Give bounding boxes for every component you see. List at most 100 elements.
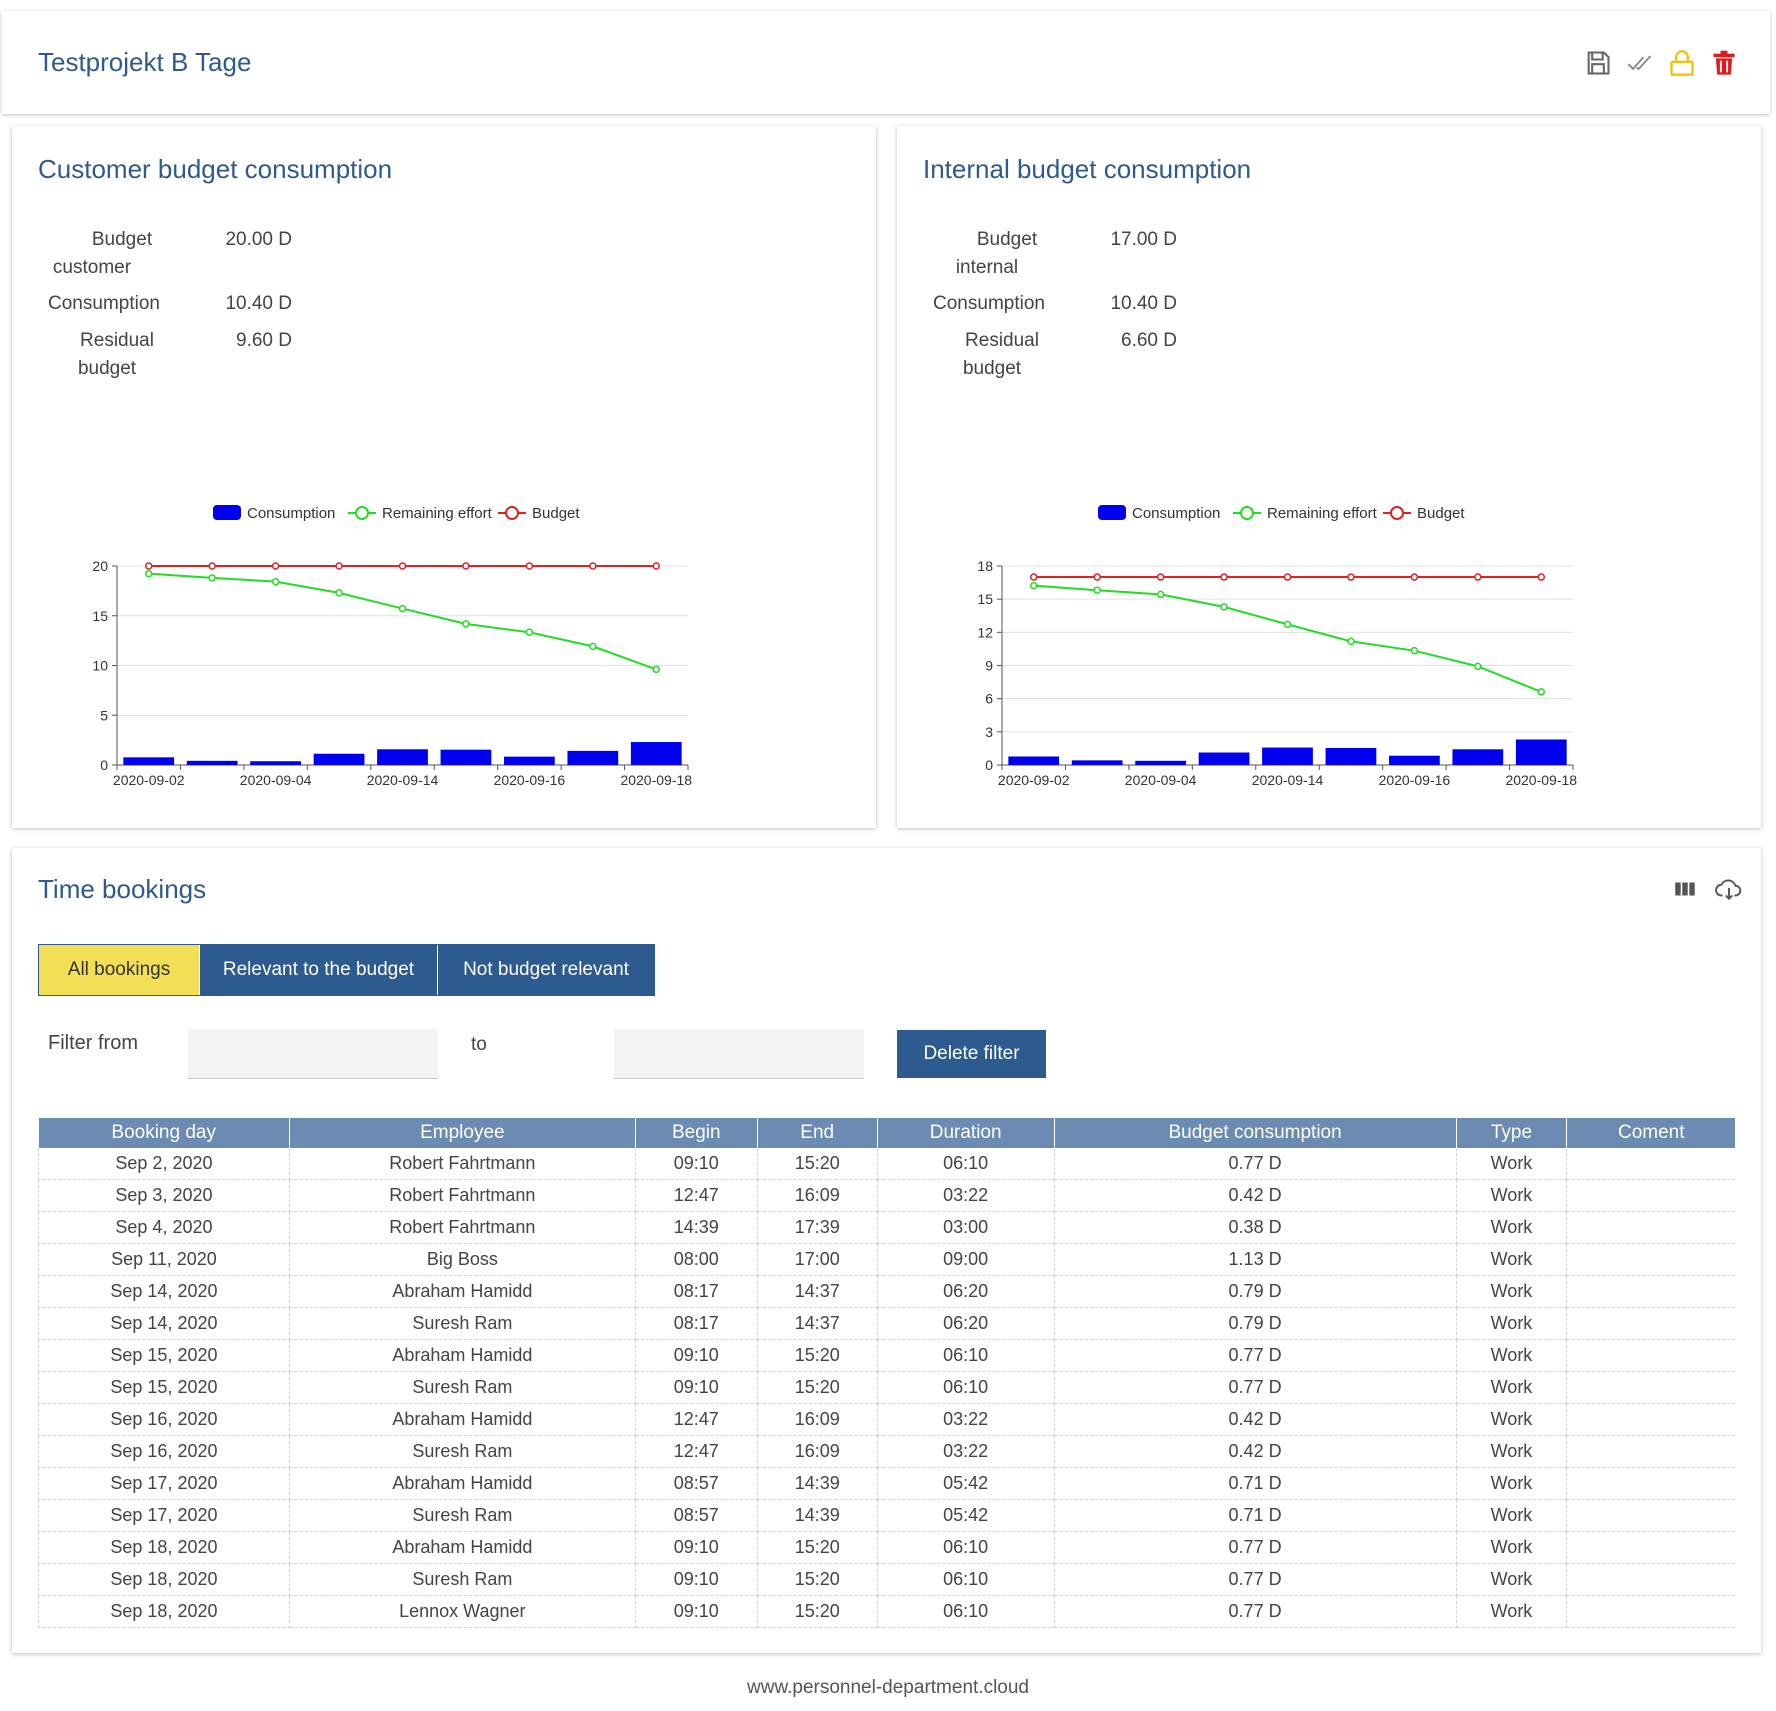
table-row[interactable]: Sep 18, 2020 Suresh Ram 09:10 15:20 06:10 0.7… (38, 1563, 1735, 1596)
cell-booking-day: Sep 18, 2020 (38, 1595, 290, 1628)
cell-budget-consumption: 0.38 D (1054, 1211, 1457, 1244)
tab-all-bookings[interactable]: All bookings (39, 945, 200, 995)
table-row[interactable]: Sep 16, 2020 Abraham Hamidd 12:47 16:09 03:2… (38, 1403, 1735, 1436)
column-header-comment[interactable]: Coment (1566, 1118, 1735, 1148)
cell-duration: 06:10 (877, 1371, 1055, 1404)
cell-employee: Big Boss (289, 1243, 636, 1276)
table-row[interactable]: Sep 18, 2020 Lennox Wagner 09:10 15:20 06:10… (38, 1595, 1735, 1628)
chart-legend: Consumption Remaining effort Budget (1098, 505, 1465, 522)
table-row[interactable]: Sep 2, 2020 Robert Fahrtmann 09:10 15:20 06:… (38, 1148, 1735, 1180)
cell-duration: 03:22 (877, 1179, 1055, 1212)
cell-employee: Abraham Hamidd (289, 1339, 636, 1372)
lock-icon[interactable] (1668, 49, 1696, 77)
table-row[interactable]: Sep 17, 2020 Abraham Hamidd 08:57 14:39 05:4… (38, 1467, 1735, 1500)
filter-from-label: Filter from (48, 1032, 138, 1054)
column-header-end[interactable]: End (757, 1118, 878, 1148)
cell-duration: 06:10 (877, 1595, 1055, 1628)
cell-end: 16:09 (757, 1403, 878, 1436)
x-tick-label: 2020-09-02 (998, 772, 1070, 788)
series-point-1 (525, 628, 534, 637)
legend-label-0: Consumption (247, 505, 335, 522)
table-row[interactable]: Sep 3, 2020 Robert Fahrtmann 12:47 16:09 03:… (38, 1179, 1735, 1212)
internal-budget-card: Internal budget consumption Budget inter… (897, 126, 1761, 828)
bar-consumption (250, 761, 301, 765)
column-header-employee[interactable]: Employee (289, 1118, 636, 1148)
cell-booking-day: Sep 16, 2020 (38, 1403, 290, 1436)
customer-budget-card: Customer budget consumption Budget custo… (12, 126, 876, 828)
table-row[interactable]: Sep 14, 2020 Suresh Ram 08:17 14:37 06:20 0.7… (38, 1307, 1735, 1340)
cell-employee: Abraham Hamidd (289, 1275, 636, 1308)
double-check-icon[interactable] (1626, 49, 1654, 77)
y-tick-label: 10 (92, 658, 108, 674)
cloud-download-icon[interactable] (1715, 876, 1742, 902)
cell-type: Work (1456, 1371, 1568, 1404)
table-row[interactable]: Sep 4, 2020 Robert Fahrtmann 14:39 17:39 03:… (38, 1211, 1735, 1244)
cell-begin: 08:57 (635, 1467, 758, 1500)
series-point-1 (1410, 646, 1419, 655)
table-row[interactable]: Sep 18, 2020 Abraham Hamidd 09:10 15:20 06:1… (38, 1531, 1735, 1564)
table-row[interactable]: Sep 14, 2020 Abraham Hamidd 08:17 14:37 06:2… (38, 1275, 1735, 1308)
tab-not-budget-relevant[interactable]: Not budget relevant (438, 945, 654, 995)
filter-to-input[interactable] (614, 1029, 864, 1079)
cell-type: Work (1456, 1211, 1568, 1244)
bar-consumption (1198, 752, 1250, 765)
bar-consumption (1071, 760, 1123, 765)
time-bookings-title: Time bookings (38, 874, 207, 904)
table-row[interactable]: Sep 16, 2020 Suresh Ram 12:47 16:09 03:22 0.4… (38, 1435, 1735, 1468)
series-point-2 (1029, 573, 1038, 581)
cell-employee: Suresh Ram (289, 1435, 636, 1468)
cell-comment (1566, 1243, 1735, 1276)
page-title: Testprojekt B Tage (38, 47, 252, 77)
column-header-begin[interactable]: Begin (635, 1118, 758, 1148)
column-header-booking-day[interactable]: Booking day (38, 1118, 290, 1148)
cell-booking-day: Sep 2, 2020 (38, 1148, 290, 1180)
table-row[interactable]: Sep 15, 2020 Abraham Hamidd 09:10 15:20 06:1… (38, 1339, 1735, 1372)
budget-customer-label: Budget customer (52, 229, 153, 278)
cell-comment (1566, 1339, 1735, 1372)
table-row[interactable]: Sep 11, 2020 Big Boss 08:00 17:00 09:00 1.13 … (38, 1243, 1735, 1276)
column-header-budget-consumption[interactable]: Budget consumption (1054, 1118, 1457, 1148)
cell-begin: 09:10 (635, 1595, 758, 1628)
chart-legend: Consumption Remaining effort Budget (213, 505, 580, 522)
columns-icon[interactable] (1672, 876, 1698, 902)
save-icon[interactable] (1584, 49, 1612, 77)
column-header-type[interactable]: Type (1456, 1118, 1568, 1148)
footer-url: www.personnel-department.cloud (747, 1677, 1029, 1698)
cell-budget-consumption: 0.79 D (1054, 1275, 1457, 1308)
y-tick-label: 9 (985, 658, 993, 674)
cell-comment (1566, 1148, 1735, 1180)
cell-begin: 08:17 (635, 1307, 758, 1340)
cell-booking-day: Sep 17, 2020 (38, 1499, 290, 1532)
bar-consumption (440, 749, 492, 765)
cell-duration: 03:22 (877, 1403, 1055, 1436)
tab-relevant-to-budget[interactable]: Relevant to the budget (200, 945, 438, 995)
trash-icon[interactable] (1710, 49, 1738, 77)
filter-from-input[interactable] (188, 1029, 438, 1079)
series-point-1 (271, 577, 280, 586)
bar-consumption (1135, 760, 1186, 765)
cell-employee: Abraham Hamidd (289, 1467, 636, 1500)
y-tick-label: 15 (92, 608, 108, 624)
customer-budget-chart: Consumption Remaining effort Budget 0 5 10 15 2… (92, 505, 692, 788)
cell-comment (1566, 1211, 1735, 1244)
table-row[interactable]: Sep 17, 2020 Suresh Ram 08:57 14:39 05:42 0.7… (38, 1499, 1735, 1532)
cell-end: 15:20 (757, 1148, 878, 1180)
table-row[interactable]: Sep 15, 2020 Suresh Ram 09:10 15:20 06:10 0.7… (38, 1371, 1735, 1404)
cell-employee: Suresh Ram (289, 1371, 636, 1404)
cell-booking-day: Sep 17, 2020 (38, 1467, 290, 1500)
series-point-2 (525, 562, 534, 570)
delete-filter-button[interactable]: Delete filter (897, 1030, 1046, 1078)
cell-booking-day: Sep 4, 2020 (38, 1211, 290, 1244)
cell-budget-consumption: 0.77 D (1054, 1371, 1457, 1404)
series-line-1 (1033, 584, 1542, 693)
series-point-1 (589, 642, 597, 651)
legend-marker-2 (1390, 506, 1404, 520)
column-header-duration[interactable]: Duration (877, 1118, 1055, 1148)
cell-type: Work (1456, 1179, 1568, 1212)
legend-label-2: Budget (532, 505, 580, 522)
cell-type: Work (1456, 1403, 1568, 1436)
cell-comment (1566, 1179, 1735, 1212)
legend-swatch-0 (1098, 505, 1126, 520)
cell-end: 15:20 (757, 1563, 878, 1596)
bar-consumption (630, 742, 682, 765)
